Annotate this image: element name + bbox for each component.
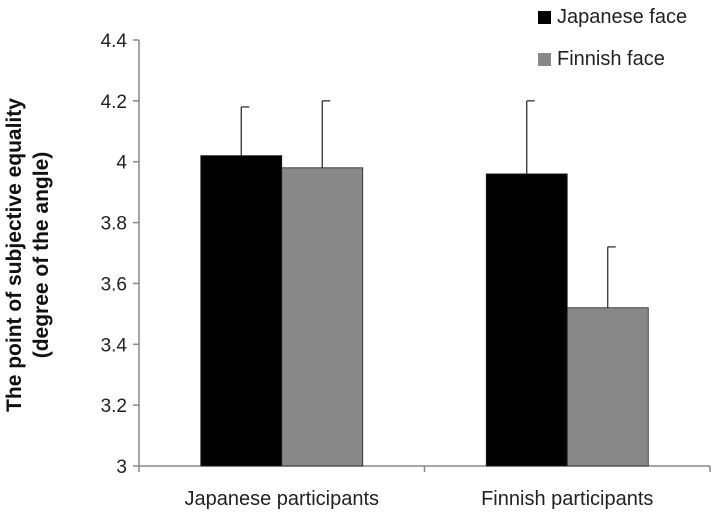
x-category-label: Finnish participants <box>481 488 653 510</box>
x-category-label: Japanese participants <box>184 488 379 510</box>
y-tick-label: 3.8 <box>101 214 127 235</box>
y-tick-label: 3 <box>116 457 127 478</box>
bar <box>485 173 568 467</box>
y-tick-label: 4.2 <box>101 92 127 113</box>
y-axis-title: The point of subjective equality (degree… <box>3 98 53 412</box>
legend: Japanese face Finnish face <box>538 6 687 70</box>
y-tick-label: 4 <box>116 153 127 174</box>
y-tick-label: 4.4 <box>101 31 128 52</box>
y-tick-label: 3.2 <box>101 396 127 417</box>
bar <box>200 155 283 467</box>
bar <box>566 307 649 467</box>
legend-label: Japanese face <box>557 6 687 28</box>
y-axis-title-line2: (degree of the angle) <box>30 152 53 359</box>
axes: 3 3.2 3.4 3.6 3.8 4 4.2 4.4 Japanese participant… <box>101 31 711 510</box>
y-tick-label: 3.6 <box>101 274 127 295</box>
y-axis-title-line1: The point of subjective equality <box>3 98 26 412</box>
legend-swatch <box>538 53 551 66</box>
bars <box>200 100 649 467</box>
legend-swatch <box>538 11 551 24</box>
legend-label: Finnish face <box>557 48 665 70</box>
bar <box>281 167 364 467</box>
y-tick-label: 3.4 <box>101 335 128 356</box>
